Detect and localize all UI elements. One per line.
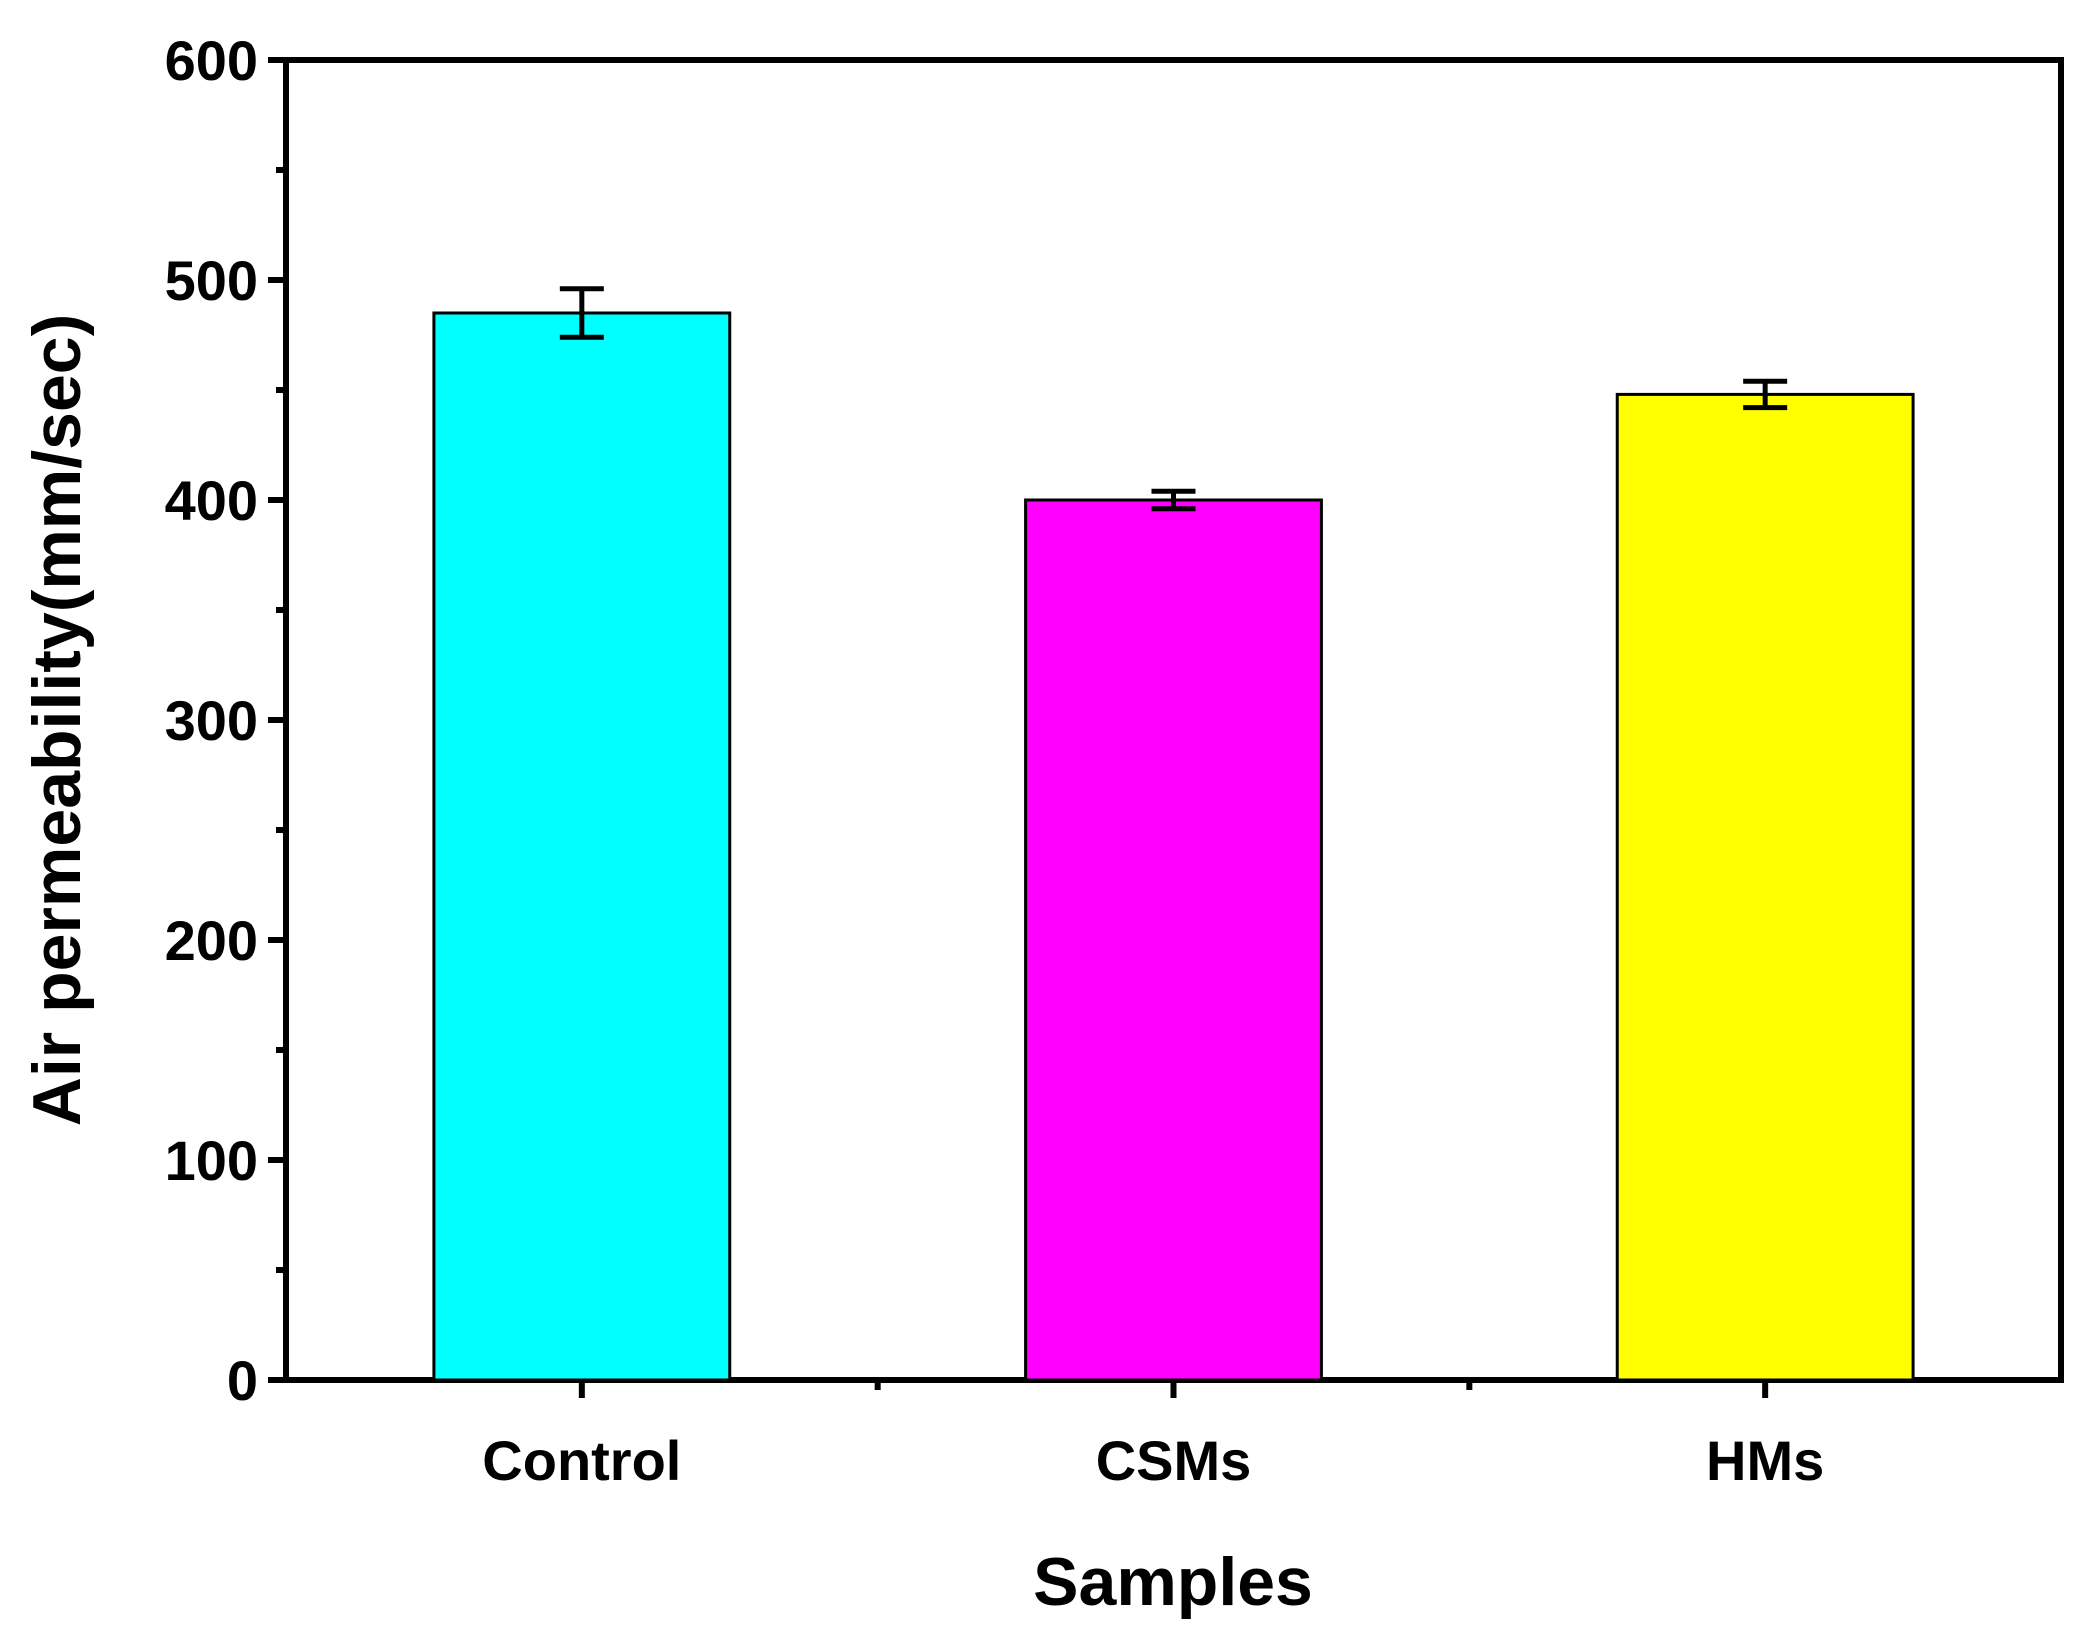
y-tick-label: 100 — [165, 1129, 258, 1192]
x-axis-ticks: Control CSMs HMs — [482, 1380, 1824, 1492]
y-tick-label: 300 — [165, 689, 258, 752]
y-tick-label: 600 — [165, 29, 258, 92]
x-axis-title: Samples — [1033, 1544, 1313, 1620]
y-tick-label: 500 — [165, 249, 258, 312]
x-tick-label: Control — [482, 1429, 681, 1492]
bars — [432, 311, 1915, 1382]
y-tick-label: 0 — [227, 1349, 258, 1412]
x-tick-label: HMs — [1706, 1429, 1824, 1492]
y-axis-ticks: 0 100 200 300 400 500 600 — [165, 29, 286, 1412]
y-axis-title: Air permeability(mm/sec) — [19, 314, 95, 1127]
y-tick-label: 200 — [165, 909, 258, 972]
bar-csms — [1024, 498, 1323, 1382]
bar-control — [432, 311, 732, 1382]
x-tick-label: CSMs — [1096, 1429, 1252, 1492]
bar-hms — [1615, 392, 1915, 1382]
error-bars — [559, 286, 1788, 512]
y-tick-label: 400 — [165, 469, 258, 532]
